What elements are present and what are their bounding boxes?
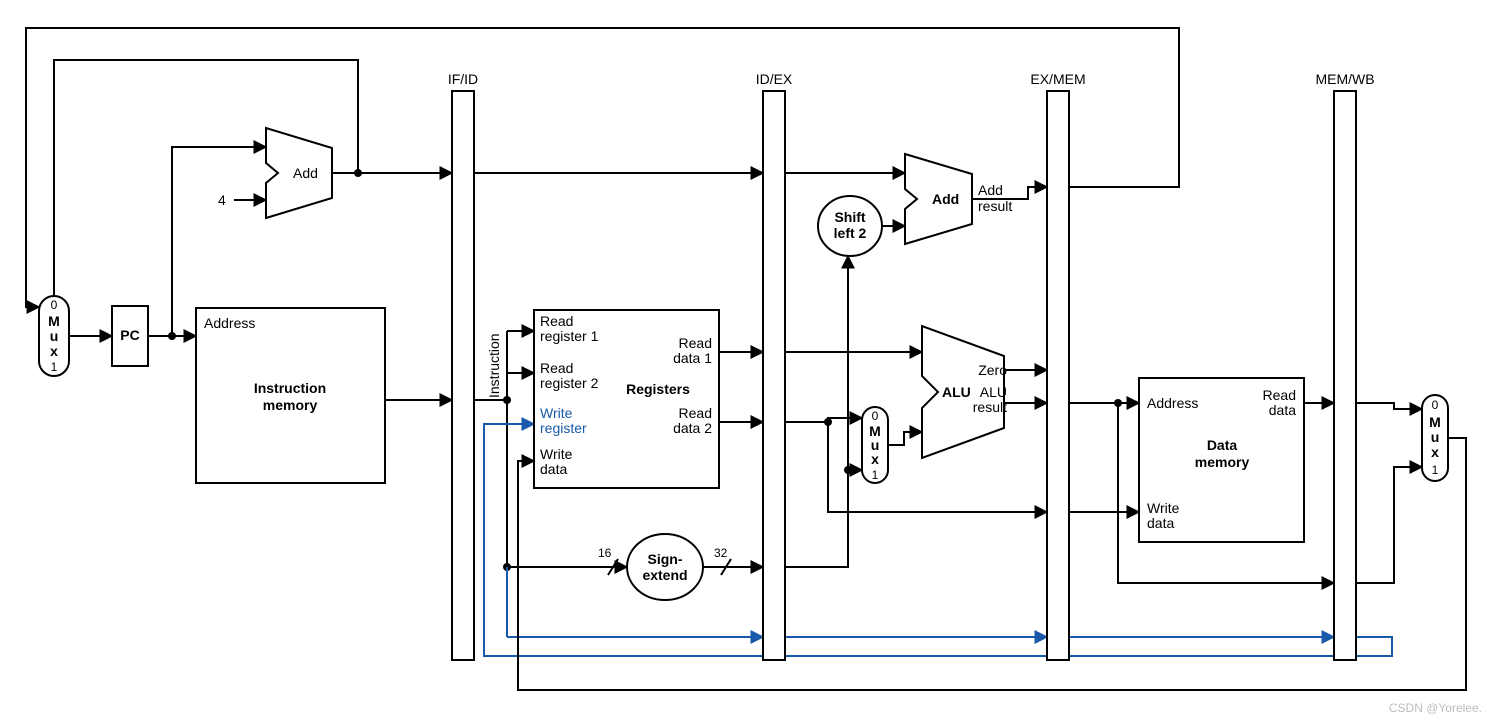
svg-text:M: M	[1429, 414, 1441, 430]
wire-rd2-to-almux0	[785, 418, 862, 422]
adder-pc4-label: Add	[293, 165, 318, 181]
reg-readdata2-b: data 2	[673, 420, 712, 436]
if-mux: 0 M u x 1	[39, 296, 69, 376]
dmem-wd-b: data	[1147, 515, 1174, 531]
ex-mem-label: EX/MEM	[1030, 71, 1085, 87]
alu-src-mux: 0 M u x 1	[862, 407, 888, 483]
dmem-readdata-a: Read	[1263, 387, 1296, 403]
wire-se-to-almux1	[785, 470, 862, 567]
id-ex-register: ID/EX	[756, 71, 793, 660]
mem-wb-register: MEM/WB	[1315, 71, 1374, 660]
if-id-label: IF/ID	[448, 71, 478, 87]
reg-writedata-a: Write	[540, 446, 573, 462]
adder-branch-out1: Add	[978, 182, 1003, 198]
instruction-memory: Address Instruction memory	[196, 308, 385, 483]
instruction-vertical-label: Instruction	[486, 333, 502, 398]
reg-readdata1-a: Read	[679, 335, 712, 351]
pc-register: PC	[112, 306, 148, 366]
pc-label: PC	[120, 327, 139, 343]
reg-writereg-a: Write	[540, 405, 573, 421]
imem-title-1: Instruction	[254, 380, 326, 396]
wire-memwb-alu-to-wbmux1	[1356, 467, 1422, 583]
mux-1-label: 1	[51, 360, 58, 374]
register-file: Read register 1 Read register 2 Write re…	[534, 310, 719, 488]
wb-mux: 0 M u x 1	[1422, 395, 1448, 481]
shiftleft-label-1: Shift	[834, 209, 865, 225]
signext-label-2: extend	[642, 567, 687, 583]
reg-readdata1-b: data 1	[673, 350, 712, 366]
shift-left-2: Shift left 2	[818, 196, 882, 256]
alu: ALU Zero ALU result	[922, 326, 1007, 458]
sign-extend: Sign- extend	[627, 534, 703, 600]
alu-label: ALU	[942, 384, 971, 400]
mux-x-label: x	[50, 343, 58, 359]
svg-text:0: 0	[1432, 398, 1439, 412]
shiftleft-label-2: left 2	[834, 225, 867, 241]
watermark-text: CSDN @Yorelee.	[1389, 701, 1482, 715]
adder-branch-label: Add	[932, 191, 959, 207]
signext-out-width: 32	[714, 546, 728, 560]
if-id-register: IF/ID	[448, 71, 478, 660]
svg-text:1: 1	[1432, 463, 1439, 477]
reg-readreg1-b: register 1	[540, 328, 599, 344]
svg-text:0: 0	[872, 409, 879, 423]
svg-text:u: u	[1431, 429, 1440, 445]
imem-address-label: Address	[204, 315, 255, 331]
registers-title: Registers	[626, 381, 690, 397]
reg-readreg2-b: register 2	[540, 375, 599, 391]
wire-almux-to-alu	[888, 432, 922, 445]
mux-m-label: M	[48, 313, 60, 329]
data-memory: Address Read data Write data Data memory	[1139, 378, 1304, 542]
adder-branch-out2: result	[978, 198, 1012, 214]
wire-branch-target-feedback	[26, 28, 1179, 307]
dmem-addr-label: Address	[1147, 395, 1198, 411]
alu-zero-label: Zero	[978, 362, 1007, 378]
reg-writedata-b: data	[540, 461, 567, 477]
adder-pc4: Add	[266, 128, 332, 218]
signext-in-width: 16	[598, 546, 612, 560]
mux-0-label: 0	[51, 298, 58, 312]
mux-u-label: u	[50, 328, 59, 344]
dmem-title-2: memory	[1195, 454, 1250, 470]
reg-readreg2-a: Read	[540, 360, 573, 376]
svg-text:x: x	[1431, 444, 1439, 460]
const-4-label: 4	[218, 192, 226, 208]
signext-label-1: Sign-	[648, 551, 683, 567]
dmem-readdata-b: data	[1269, 402, 1296, 418]
svg-text:1: 1	[872, 468, 879, 482]
imem-title-2: memory	[263, 397, 318, 413]
reg-readreg1-a: Read	[540, 313, 573, 329]
reg-readdata2-a: Read	[679, 405, 712, 421]
alu-res2-label: result	[973, 399, 1007, 415]
svg-text:x: x	[871, 451, 879, 467]
reg-writereg-b: register	[540, 420, 587, 436]
dmem-wd-a: Write	[1147, 500, 1180, 516]
pipeline-datapath-diagram: 0 M u x 1 PC 4 Add Address Instruction m…	[0, 0, 1492, 723]
alu-res1-label: ALU	[980, 384, 1007, 400]
wire-memwb-data-to-wbmux0	[1356, 403, 1422, 409]
id-ex-label: ID/EX	[756, 71, 793, 87]
dmem-title-1: Data	[1207, 437, 1238, 453]
ex-mem-register: EX/MEM	[1030, 71, 1085, 660]
mem-wb-label: MEM/WB	[1315, 71, 1374, 87]
